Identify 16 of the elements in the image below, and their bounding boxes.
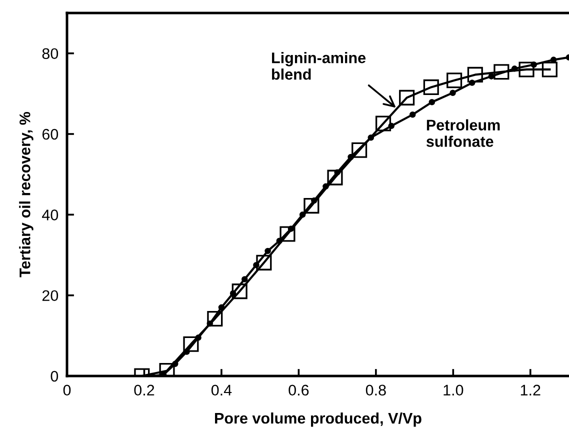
x-axis-title: Pore volume produced, V/Vp — [215, 412, 422, 427]
x-tick-label: 0.2 — [134, 384, 154, 396]
x-tick-label: 0 — [63, 384, 71, 396]
x-tick-label: 1.2 — [520, 384, 540, 396]
y-tick-label: 40 — [42, 210, 58, 220]
y-tick-label: 20 — [42, 290, 58, 302]
x-tick-label: 0.4 — [211, 384, 232, 396]
y-tick-label: 60 — [42, 128, 58, 140]
y-axis-title: Tertiary oil recovery, % — [19, 112, 34, 278]
y-tick-label: 0 — [50, 370, 58, 382]
x-tick-label: 0.6 — [288, 384, 309, 396]
x-tick-label: 0.8 — [366, 384, 386, 396]
annotation: Petroleum sulfonate — [426, 119, 500, 147]
annotation: Lignin-amine blend — [272, 52, 366, 80]
x-tick-label: 1.0 — [444, 384, 464, 396]
y-tick-label: 80 — [42, 48, 58, 60]
